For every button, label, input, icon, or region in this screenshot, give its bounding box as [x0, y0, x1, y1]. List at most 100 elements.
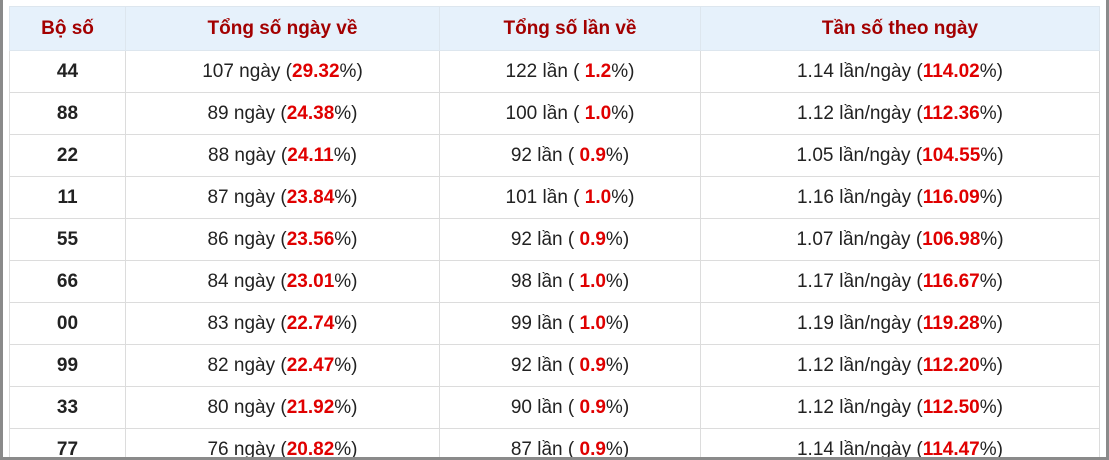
stat-cell: 87 lần ( 0.9%)	[439, 428, 701, 460]
cell-text: 107 ngày (	[202, 60, 292, 82]
table-row: 44 107 ngày (29.32%) 122 lần ( 1.2%) 1.14 l…	[9, 50, 1100, 93]
stat-cell: 1.19 lần/ngày (119.28%)	[700, 302, 1100, 345]
cell-text: %)	[979, 270, 1003, 292]
number-cell: 11	[9, 176, 126, 219]
cell-text: %)	[979, 60, 1003, 82]
stat-cell: 98 lần ( 1.0%)	[439, 260, 701, 303]
percent-value: 1.2	[584, 60, 612, 82]
cell-text: 1.12 lần/ngày (	[796, 102, 923, 124]
stat-cell: 82 ngày (22.47%)	[125, 344, 440, 387]
cell-text: 82 ngày (	[207, 354, 287, 376]
percent-value: 116.67	[922, 270, 980, 292]
stat-cell: 1.14 lần/ngày (114.02%)	[700, 50, 1100, 93]
cell-text: 1.14 lần/ngày (	[796, 60, 923, 82]
cell-text: 99 lần (	[510, 312, 580, 334]
table-row: 55 86 ngày (23.56%) 92 lần ( 0.9%) 1.07 lần…	[9, 218, 1100, 261]
percent-value: 114.02	[922, 60, 980, 82]
cell-text: 86 ngày (	[207, 228, 287, 250]
stat-cell: 86 ngày (23.56%)	[125, 218, 440, 261]
table-row: 77 76 ngày (20.82%) 87 lần ( 0.9%) 1.14 lần…	[9, 428, 1100, 460]
percent-value: 0.9	[579, 396, 606, 418]
number-cell: 33	[9, 386, 126, 429]
stat-cell: 87 ngày (23.84%)	[125, 176, 440, 219]
percent-value: 20.82	[286, 438, 335, 460]
cell-text: %)	[605, 396, 630, 418]
cell-text: %)	[605, 354, 630, 376]
percent-value: 24.38	[286, 102, 335, 124]
cell-text: %)	[611, 102, 635, 124]
cell-text: 1.07 lần/ngày (	[796, 228, 923, 250]
cell-text: %)	[980, 228, 1004, 250]
stat-cell: 1.16 lần/ngày (116.09%)	[700, 176, 1100, 219]
number-cell: 88	[9, 92, 126, 135]
header-cell: Bộ số	[9, 6, 126, 51]
stat-cell: 1.07 lần/ngày (106.98%)	[700, 218, 1100, 261]
number-cell: 44	[9, 50, 126, 93]
number-cell: 22	[9, 134, 126, 177]
stat-cell: 122 lần ( 1.2%)	[439, 50, 701, 93]
cell-text: 92 lần (	[510, 228, 580, 250]
stat-cell: 107 ngày (29.32%)	[125, 50, 440, 93]
number-cell: 99	[9, 344, 126, 387]
percent-value: 114.47	[922, 438, 980, 460]
percent-value: 0.9	[579, 354, 606, 376]
stat-cell: 99 lần ( 1.0%)	[439, 302, 701, 345]
stat-cell: 1.12 lần/ngày (112.50%)	[700, 386, 1100, 429]
percent-value: 24.11	[287, 144, 334, 166]
cell-text: 87 lần (	[510, 438, 580, 460]
cell-text: 90 lần (	[510, 396, 580, 418]
cell-text: 83 ngày (	[207, 312, 287, 334]
cell-text: 1.12 lần/ngày (	[796, 396, 923, 418]
table-row: 22 88 ngày (24.11%) 92 lần ( 0.9%) 1.05 lần…	[9, 134, 1100, 177]
cell-text: 122 lần (	[505, 60, 585, 82]
stat-cell: 83 ngày (22.74%)	[125, 302, 440, 345]
stat-cell: 92 lần ( 0.9%)	[439, 134, 701, 177]
cell-text: %)	[979, 396, 1003, 418]
cell-text: %)	[333, 144, 357, 166]
cell-text: 89 ngày (	[207, 102, 287, 124]
cell-text: 92 lần (	[510, 354, 580, 376]
cell-text: %)	[605, 228, 630, 250]
percent-value: 112.50	[922, 396, 980, 418]
cell-text: %)	[334, 186, 358, 208]
percent-value: 23.84	[286, 186, 335, 208]
cell-text: %)	[979, 312, 1003, 334]
stats-table: Bộ số Tổng số ngày về Tổng số lần về Tần số…	[9, 6, 1100, 460]
stat-cell: 84 ngày (23.01%)	[125, 260, 440, 303]
cell-text: 1.19 lần/ngày (	[796, 312, 923, 334]
cell-text: %)	[334, 228, 358, 250]
stat-cell: 1.12 lần/ngày (112.20%)	[700, 344, 1100, 387]
cell-text: 76 ngày (	[207, 438, 287, 460]
table-row: 66 84 ngày (23.01%) 98 lần ( 1.0%) 1.17 lần…	[9, 260, 1100, 303]
cell-text: %)	[339, 60, 363, 82]
percent-value: 1.0	[579, 312, 606, 334]
cell-text: 80 ngày (	[207, 396, 287, 418]
percent-value: 21.92	[286, 396, 335, 418]
percent-value: 0.9	[579, 438, 606, 460]
percent-value: 23.01	[286, 270, 335, 292]
stat-cell: 88 ngày (24.11%)	[125, 134, 440, 177]
table-row: 88 89 ngày (24.38%) 100 lần ( 1.0%) 1.12 lầ…	[9, 92, 1100, 135]
percent-value: 1.0	[579, 270, 606, 292]
percent-value: 112.36	[922, 102, 980, 124]
stat-cell: 101 lần ( 1.0%)	[439, 176, 701, 219]
cell-text: %)	[334, 438, 358, 460]
cell-text: %)	[334, 396, 358, 418]
stat-cell: 1.14 lần/ngày (114.47%)	[700, 428, 1100, 460]
stat-cell: 1.12 lần/ngày (112.36%)	[700, 92, 1100, 135]
cell-text: 88 ngày (	[208, 144, 288, 166]
cell-text: 1.14 lần/ngày (	[796, 438, 923, 460]
percent-value: 22.47	[286, 354, 335, 376]
cell-text: 87 ngày (	[207, 186, 287, 208]
cell-text: 98 lần (	[510, 270, 580, 292]
table-body: 44 107 ngày (29.32%) 122 lần ( 1.2%) 1.14 l…	[9, 50, 1100, 460]
cell-text: %)	[979, 186, 1003, 208]
cell-text: %)	[605, 312, 630, 334]
stat-cell: 89 ngày (24.38%)	[125, 92, 440, 135]
stat-cell: 76 ngày (20.82%)	[125, 428, 440, 460]
cell-text: 100 lần (	[505, 102, 585, 124]
cell-text: %)	[605, 144, 630, 166]
cell-text: %)	[611, 186, 635, 208]
cell-text: %)	[334, 102, 358, 124]
table-row: 11 87 ngày (23.84%) 101 lần ( 1.0%) 1.16 lầ…	[9, 176, 1100, 219]
